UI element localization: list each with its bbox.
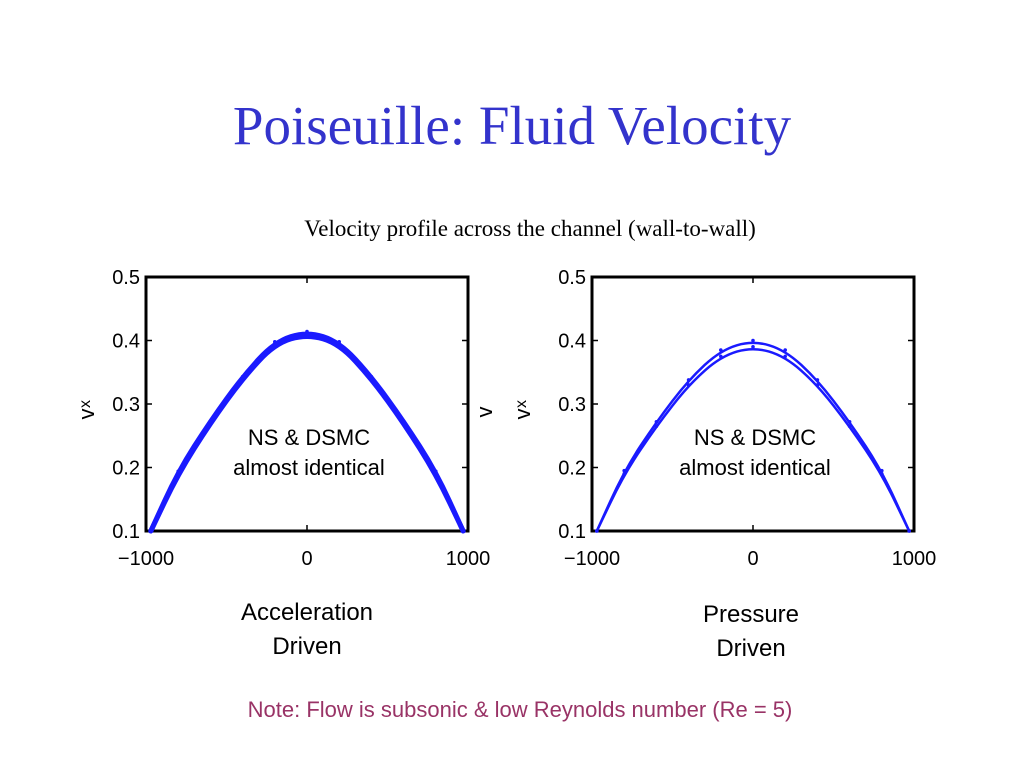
chart-2-series-2-point xyxy=(622,468,626,473)
chart-1-annotation-line-2: almost identical xyxy=(233,455,385,480)
chart-2-series-2-point xyxy=(686,378,691,382)
footnote: Note: Flow is subsonic & low Reynolds nu… xyxy=(247,697,793,722)
chart-2-annotation-line-2: almost identical xyxy=(679,455,831,480)
chart-1-caption-line-2: Driven xyxy=(272,633,342,660)
chart-2-caption-line-1: Pressure xyxy=(702,601,800,628)
chart-2-ylabel-extra: v xyxy=(472,407,497,418)
chart-1-series-2-point xyxy=(434,469,438,474)
chart-1-series-2-point xyxy=(240,374,245,379)
chart-2-ytick-label: 0.1 xyxy=(558,521,586,543)
chart-1-ytick-label: 0.4 xyxy=(112,331,140,353)
chart-2-ytick-label: 0.5 xyxy=(558,267,586,289)
chart-1-series-2-point xyxy=(369,374,374,379)
chart-1-xtick-label: 1000 xyxy=(446,548,491,570)
chart-1-series-2-point xyxy=(208,419,213,423)
chart-1-series-2-point xyxy=(401,419,406,423)
chart-1-ytick-label: 0.5 xyxy=(112,267,140,289)
chart-2-ytick-label: 0.4 xyxy=(558,331,586,353)
chart-2-annotation-line-1: NS & DSMC xyxy=(694,425,816,450)
chart-2-caption-line-2: Driven xyxy=(716,635,786,662)
slide-subtitle: Velocity profile across the channel (wal… xyxy=(304,216,756,241)
chart-2-series-1-point xyxy=(719,354,723,359)
chart-2-caption: Pressure Driven xyxy=(651,598,851,666)
chart-2-ylabel-subscript: x xyxy=(513,400,530,408)
chart-1-series-2 xyxy=(148,331,466,534)
chart-2-series-1-point xyxy=(751,345,755,349)
chart-1-xtick-label: 0 xyxy=(301,548,312,570)
chart-2-series-2-point xyxy=(847,419,852,424)
chart-2-ytick-label: 0.2 xyxy=(558,458,586,480)
chart-2-series-2-point xyxy=(654,419,659,424)
chart-2-ytick-label: 0.3 xyxy=(558,394,586,416)
chart-1-ytick-label: 0.3 xyxy=(112,394,140,416)
chart-2-series-2-point xyxy=(751,338,755,343)
chart-2-series-2-point xyxy=(719,348,723,352)
chart-1-ytick-label: 0.1 xyxy=(112,521,140,543)
chart-2-ylabel: v xyxy=(510,409,535,420)
chart-1-series-2-point xyxy=(273,339,277,344)
chart-2-series-1 xyxy=(595,347,911,533)
chart-1-caption: Acceleration Driven xyxy=(207,596,407,664)
chart-2-series-2-point xyxy=(815,378,820,382)
slide-title: Poiseuille: Fluid Velocity xyxy=(232,95,792,156)
chart-1-series-2-point xyxy=(337,339,342,344)
chart-2-series-1-point xyxy=(783,354,787,359)
chart-1-annotation-line-1: NS & DSMC xyxy=(248,425,370,450)
chart-2-series-2-point xyxy=(880,468,884,473)
chart-1-series-2-point xyxy=(461,529,465,533)
chart-2-xtick-label: −1000 xyxy=(564,548,620,570)
chart-1-ylabel: v xyxy=(74,409,99,420)
chart-2-series-2-point xyxy=(783,348,787,352)
chart-2-axes-box xyxy=(590,275,916,533)
chart-1-axes-box xyxy=(144,275,470,533)
chart-1-series-2-point xyxy=(149,529,153,533)
chart-2-series-2-point xyxy=(907,529,911,533)
chart-1-ytick-label: 0.2 xyxy=(112,458,140,480)
chart-1-series-2-point xyxy=(305,329,309,334)
chart-1-series-2-point xyxy=(176,469,180,474)
chart-1-ylabel-subscript: x xyxy=(77,400,94,408)
chart-2-series-2-point xyxy=(595,529,599,533)
chart-2-xtick-label: 0 xyxy=(747,548,758,570)
chart-2-xtick-label: 1000 xyxy=(892,548,937,570)
chart-1-xtick-label: −1000 xyxy=(118,548,174,570)
chart-2-series-2 xyxy=(595,341,911,533)
chart-1-caption-line-1: Acceleration xyxy=(240,599,374,626)
